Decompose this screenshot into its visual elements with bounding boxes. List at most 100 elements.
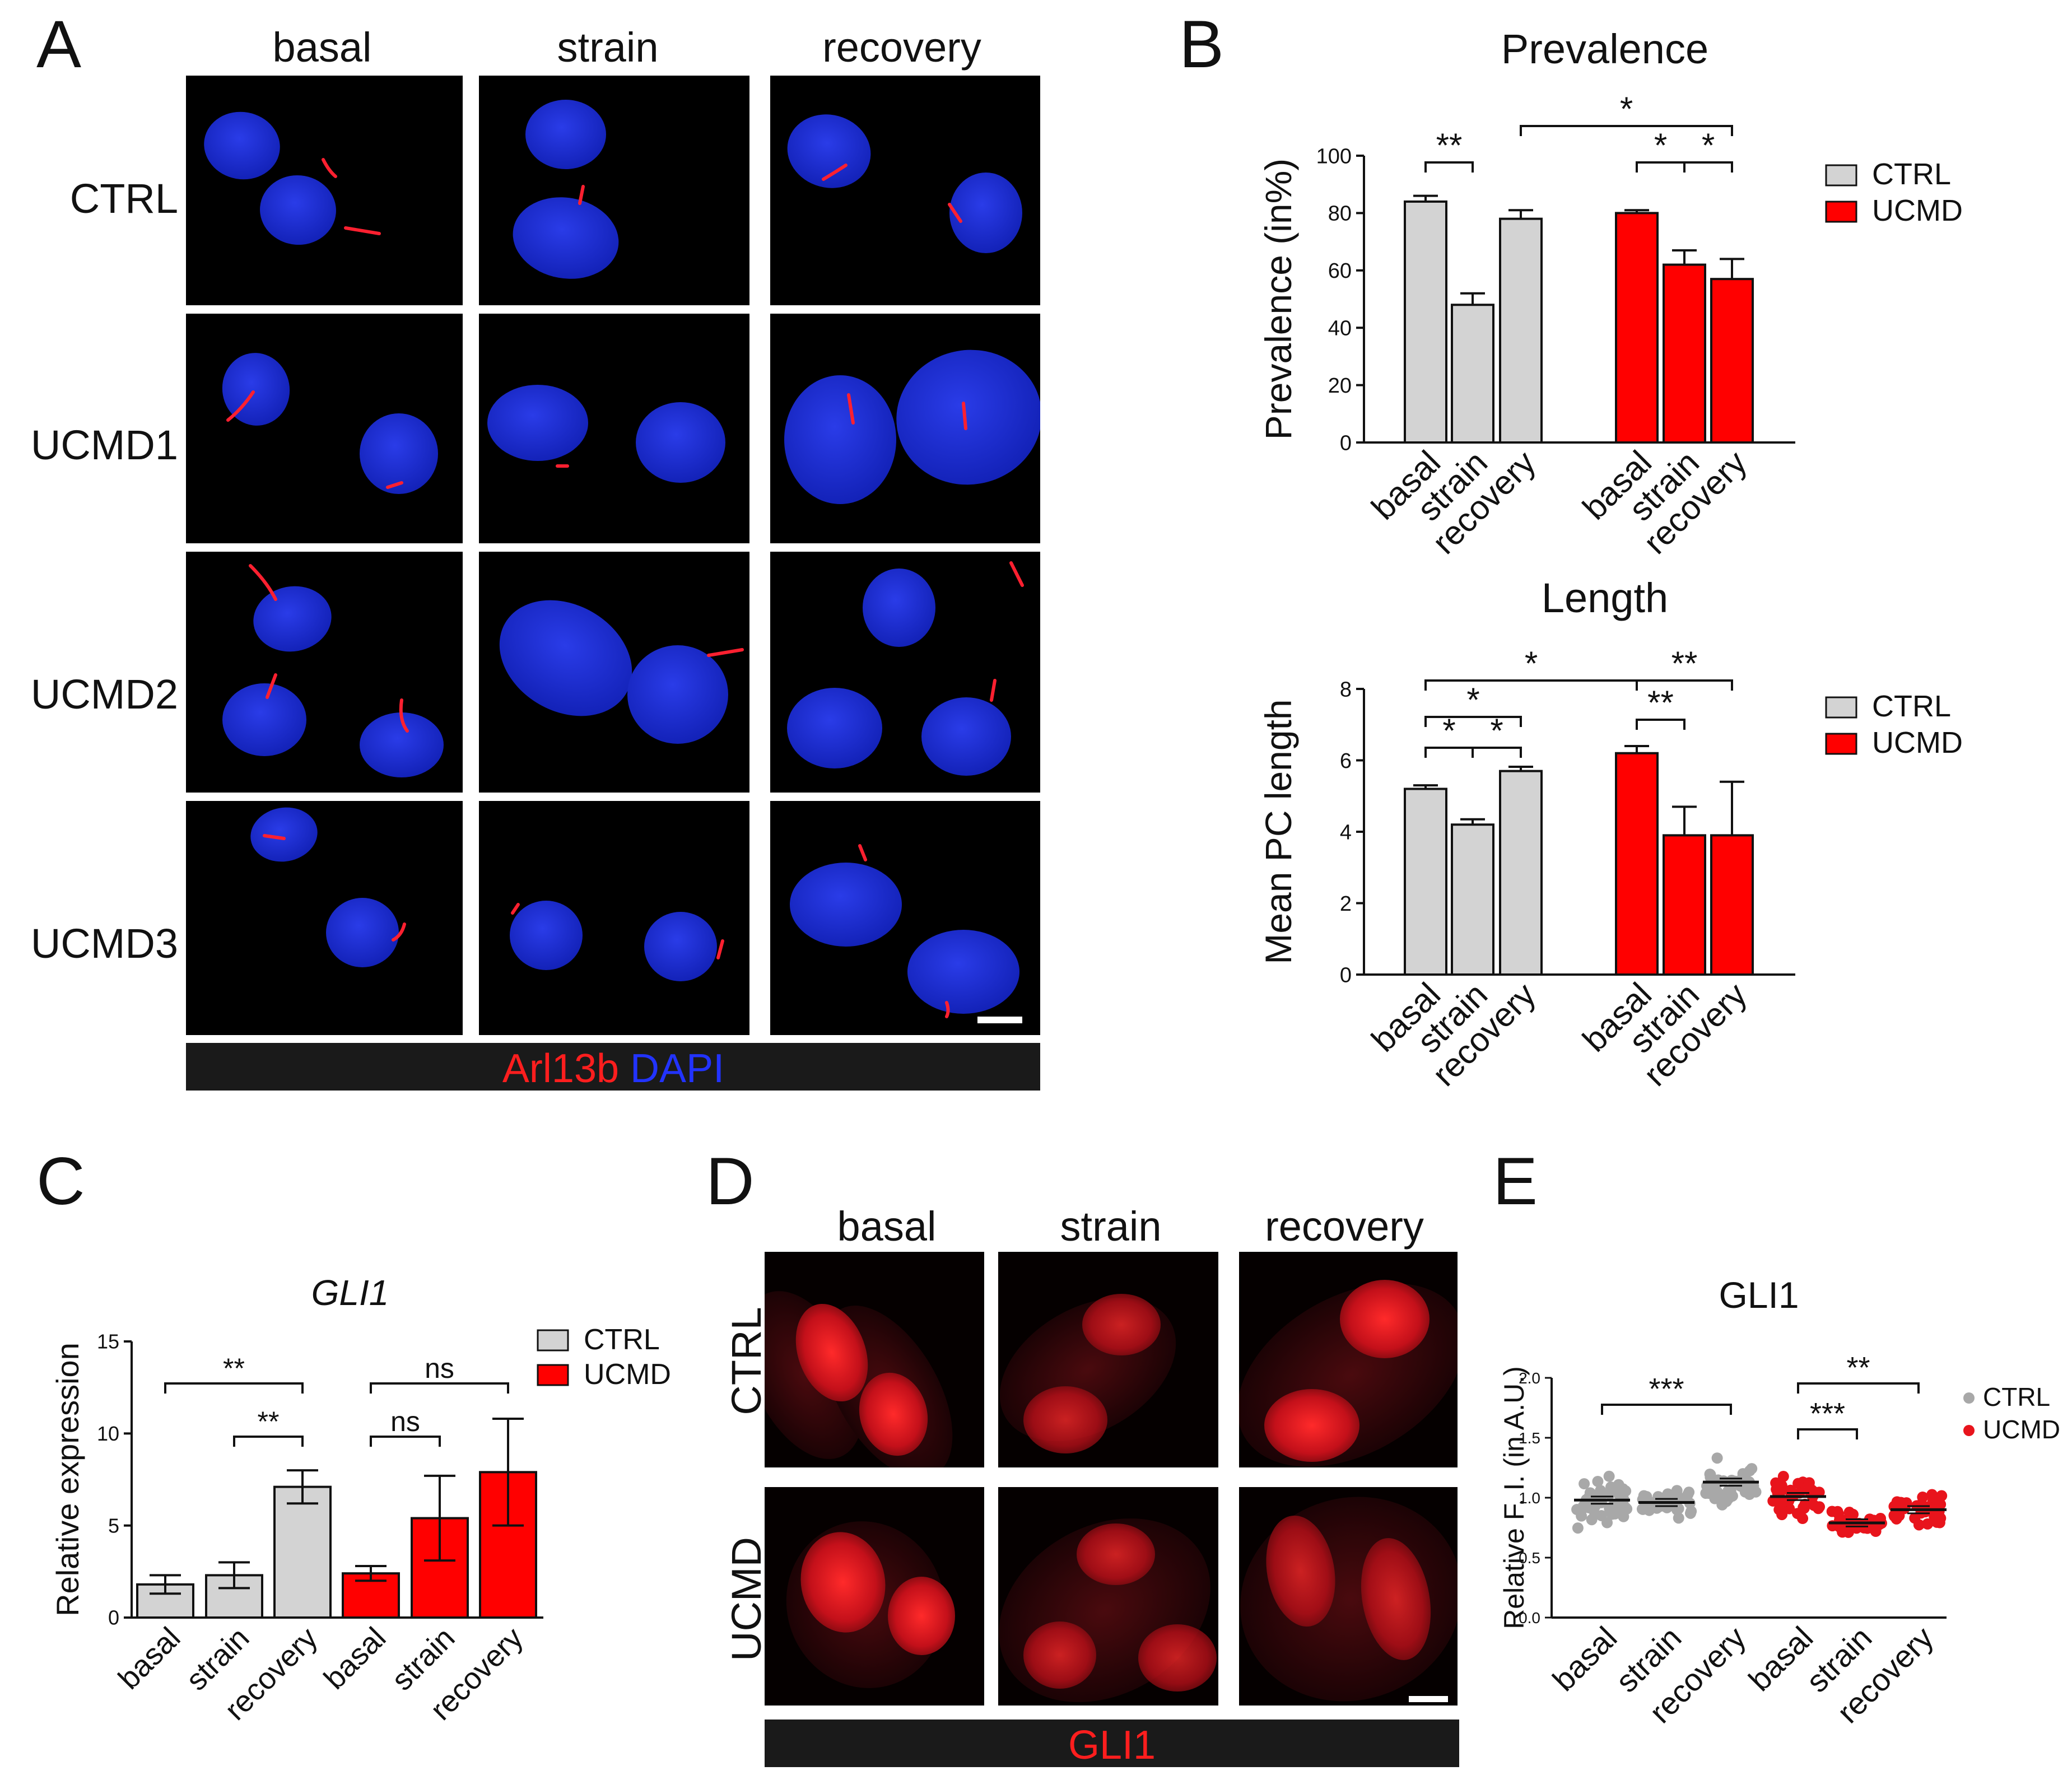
micrograph-content: [790, 844, 1019, 1018]
data-point-ctrl-recovery: [1705, 1469, 1716, 1480]
data-point-ctrl-recovery: [1746, 1463, 1758, 1475]
chart-title: GLI1: [1719, 1274, 1799, 1316]
cilium: [266, 673, 277, 699]
cilium: [990, 679, 997, 702]
panel-d-row-ctrl: CTRL: [723, 1307, 770, 1415]
y-tick-label: 4: [1340, 821, 1352, 844]
nucleus: [1082, 1294, 1161, 1355]
cilium: [847, 393, 855, 425]
panel-a-row-ucmd1: UCMD1: [31, 422, 178, 468]
y-tick-label: 0: [1340, 431, 1352, 455]
panel-a-row-ucmd3: UCMD3: [31, 920, 178, 967]
data-point-ctrl-basal: [1603, 1470, 1615, 1482]
cilium: [263, 834, 286, 840]
nucleus: [487, 385, 588, 461]
bar-ctrl-recovery: [1499, 217, 1543, 444]
data-point-ucmd-recovery: [1899, 1499, 1911, 1511]
y-tick-label: 15: [97, 1330, 119, 1353]
micrograph-content: [513, 100, 619, 279]
significance-label: **: [223, 1353, 245, 1384]
panel-letter-d: D: [706, 1144, 755, 1219]
panel-d-row-ucmd: UCMD: [723, 1537, 770, 1661]
micrograph-content: [222, 353, 438, 494]
micrograph-content: [787, 561, 1024, 776]
y-tick-label: 20: [1328, 374, 1352, 398]
legend-label-ctrl: CTRL: [1983, 1382, 2050, 1411]
y-tick-label: 6: [1340, 749, 1352, 773]
nucleus: [636, 402, 725, 483]
panel-letter-b: B: [1179, 7, 1224, 82]
nucleus: [360, 712, 444, 777]
data-point-ucmd-strain: [1843, 1507, 1855, 1518]
cilium: [822, 164, 848, 181]
data-point-ucmd-recovery: [1936, 1490, 1948, 1502]
y-axis-label: Mean PC length: [1258, 699, 1299, 964]
nucleus: [627, 645, 728, 744]
data-point-ctrl-recovery: [1725, 1490, 1736, 1502]
panel-letter-a: A: [36, 7, 81, 82]
micrograph-a-ucmd1-strain: [479, 314, 749, 543]
nucleus: [888, 1577, 955, 1655]
nucleus: [949, 173, 1022, 253]
significance-label: **: [1846, 1351, 1870, 1385]
cilium: [322, 158, 337, 178]
legend-swatch-ucmd: [1825, 733, 1857, 755]
bar-ctrl-strain: [1451, 304, 1494, 444]
bar-ucmd-basal: [1615, 752, 1659, 976]
data-point-ucmd-recovery: [1891, 1513, 1902, 1525]
micrograph-content: [999, 1294, 1176, 1453]
nucleus: [510, 901, 583, 970]
data-point-ucmd-strain: [1826, 1506, 1838, 1517]
nucleus: [907, 930, 1019, 1014]
significance-label: **: [1436, 127, 1463, 164]
nucleus: [253, 586, 332, 652]
significance-bracket: [1797, 1428, 1858, 1439]
legend-label-ctrl: CTRL: [584, 1324, 660, 1356]
micrograph-a-ucmd1-recovery: [770, 314, 1040, 543]
legend-swatch-ctrl: [1825, 164, 1857, 187]
significance-bracket: [1472, 747, 1522, 758]
micrograph-a-ctrl-basal: [186, 76, 463, 305]
micrograph-a-ucmd1-basal: [186, 314, 463, 543]
data-point-ctrl-basal: [1572, 1522, 1584, 1534]
cilium: [962, 402, 967, 430]
y-tick-label: 0: [1340, 963, 1352, 987]
data-point-ucmd-basal: [1771, 1484, 1782, 1495]
data-point-ucmd-recovery: [1926, 1489, 1938, 1501]
y-tick-label: 10: [97, 1422, 119, 1445]
y-tick-label: 8: [1340, 678, 1352, 701]
data-point-ctrl-recovery: [1711, 1452, 1723, 1464]
y-tick-label: 0: [108, 1606, 119, 1629]
nucleus: [863, 569, 935, 647]
nucleus: [1138, 1624, 1217, 1692]
nucleus: [644, 912, 717, 981]
nucleus: [1264, 1389, 1359, 1462]
nucleus: [1340, 1280, 1430, 1358]
panel-d-caption: GLI1: [1068, 1723, 1156, 1768]
nucleus: [513, 197, 619, 279]
cilium: [386, 481, 403, 489]
y-tick-label: 80: [1328, 202, 1352, 226]
cilium: [344, 226, 381, 235]
micrograph-a-ucmd3-strain: [479, 801, 749, 1035]
micrograph-content: [510, 901, 724, 981]
y-tick-label: 2.0: [1519, 1369, 1540, 1387]
data-point-ucmd-basal: [1813, 1503, 1824, 1515]
bar-ctrl-recovery: [1499, 770, 1543, 976]
nucleus: [859, 1372, 928, 1456]
y-tick-label: 60: [1328, 259, 1352, 283]
micrograph-content: [784, 350, 1040, 504]
micrograph-d-ctrl-strain: [998, 1252, 1218, 1467]
nucleus: [1023, 1386, 1107, 1453]
cilium: [1009, 561, 1024, 587]
legend-label-ucmd: UCMD: [584, 1358, 671, 1391]
significance-bracket: [1520, 125, 1733, 136]
significance-label: *: [1620, 90, 1633, 128]
micrograph-content: [787, 114, 1022, 253]
significance-bracket: [370, 1436, 441, 1447]
nucleus: [800, 1532, 886, 1633]
nucleus: [787, 688, 882, 768]
cilium: [716, 939, 724, 959]
nucleus: [1266, 1515, 1335, 1627]
